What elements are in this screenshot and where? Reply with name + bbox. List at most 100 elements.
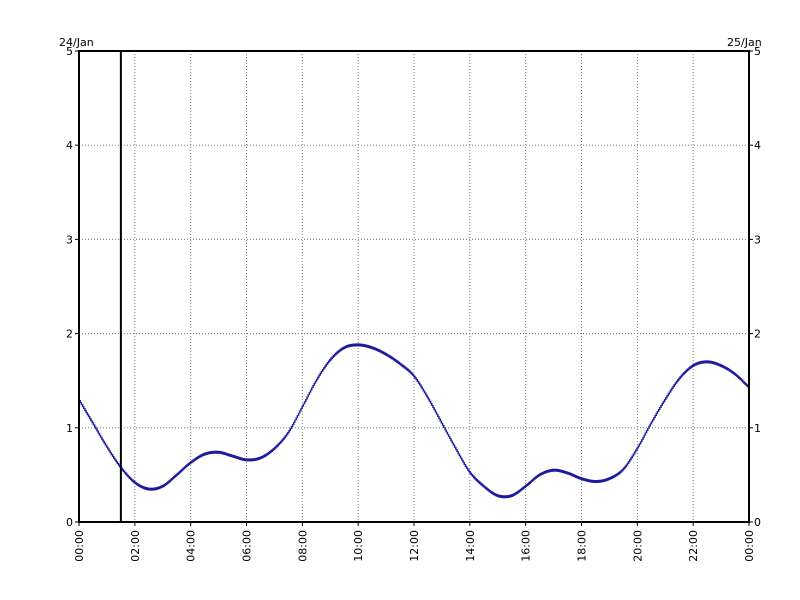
tide-point (423, 390, 426, 394)
x-tick-label: 22:00 (687, 530, 700, 562)
tide-point (579, 476, 582, 480)
tide-point (672, 385, 674, 389)
tide-point (171, 477, 174, 481)
tide-point (629, 459, 631, 463)
tide-point (666, 395, 668, 399)
tide-point (491, 491, 493, 495)
tide-point (127, 474, 129, 478)
y-tick-label-left: 2 (66, 328, 73, 341)
tide-point (367, 345, 369, 349)
tide-point (126, 473, 128, 477)
tide-point (473, 475, 475, 479)
tide-point (557, 468, 559, 472)
tide-point (464, 463, 467, 467)
tide-point (426, 394, 428, 398)
tide-point (253, 458, 255, 462)
tide-point (714, 361, 716, 365)
tide-point (247, 458, 249, 462)
tide-point (117, 462, 120, 466)
tide-point (701, 360, 703, 364)
tide-point (690, 365, 692, 369)
tide-point (174, 474, 176, 478)
tide-point (703, 360, 705, 364)
tide-point (577, 475, 579, 479)
tide-point (145, 487, 147, 491)
tide-point (723, 365, 726, 369)
tide-point (309, 389, 312, 393)
tide-point (695, 362, 697, 366)
tide-point (158, 486, 161, 490)
tide-point (270, 449, 272, 453)
tide-point (325, 363, 327, 367)
tide-point (366, 344, 368, 348)
tide-point (293, 421, 295, 425)
tide-point (687, 367, 690, 371)
tide-point (281, 439, 283, 443)
tide-point (314, 380, 317, 384)
tide-point (259, 456, 261, 460)
tide-point (713, 361, 715, 365)
tide-point (224, 452, 227, 456)
tide-point (353, 343, 355, 347)
tide-point (638, 443, 641, 447)
tide-point (222, 451, 224, 455)
tide-point (307, 394, 309, 398)
tide-point (170, 478, 173, 482)
tide-point (182, 467, 185, 471)
tide-point (249, 458, 252, 462)
tide-point (555, 468, 558, 472)
tide-point (92, 422, 95, 426)
tide-point (169, 479, 171, 483)
tide-point (727, 367, 729, 371)
tide-point (79, 400, 81, 404)
tide-point (176, 472, 179, 476)
tide-point (188, 462, 191, 466)
tide-point (159, 485, 162, 489)
tide-point (531, 478, 534, 482)
tide-point (482, 484, 485, 488)
tide-point (104, 442, 107, 446)
tide-point (283, 436, 285, 440)
tide-point (234, 455, 236, 459)
tide-point (437, 413, 439, 417)
tide-point (486, 487, 488, 491)
tide-point (429, 400, 432, 404)
tide-point (181, 468, 183, 472)
tide-point (85, 410, 87, 414)
tide-point (631, 455, 633, 459)
tide-point (420, 384, 422, 388)
tide-point (308, 391, 311, 395)
tide-point (368, 345, 371, 349)
tide-point (213, 450, 216, 454)
tide-point (584, 478, 587, 482)
tide-point (515, 492, 517, 496)
tide-point (105, 444, 108, 448)
tide-point (357, 343, 360, 347)
tide-point (83, 406, 85, 410)
tide-point (321, 368, 324, 372)
tide-point (432, 405, 434, 409)
tide-point (443, 425, 445, 429)
y-tick-label-right: 1 (754, 422, 761, 435)
tide-point (702, 360, 704, 364)
tide-point (215, 450, 217, 454)
tide-point (277, 443, 279, 447)
tide-point (417, 380, 420, 384)
tide-point (561, 470, 564, 474)
tide-point (643, 434, 645, 438)
plot-frame (78, 50, 750, 523)
tide-point (96, 428, 98, 432)
tide-point (422, 388, 425, 392)
tide-point (656, 411, 659, 415)
tide-point (540, 472, 542, 476)
tide-point (651, 419, 654, 423)
tide-point (744, 381, 746, 385)
tide-point (679, 376, 681, 380)
tide-point (479, 481, 481, 485)
tide-point (446, 431, 449, 435)
tide-point (654, 415, 656, 419)
grid (79, 51, 749, 522)
tide-point (392, 357, 395, 361)
tide-point (110, 452, 113, 456)
tide-point (461, 457, 463, 461)
